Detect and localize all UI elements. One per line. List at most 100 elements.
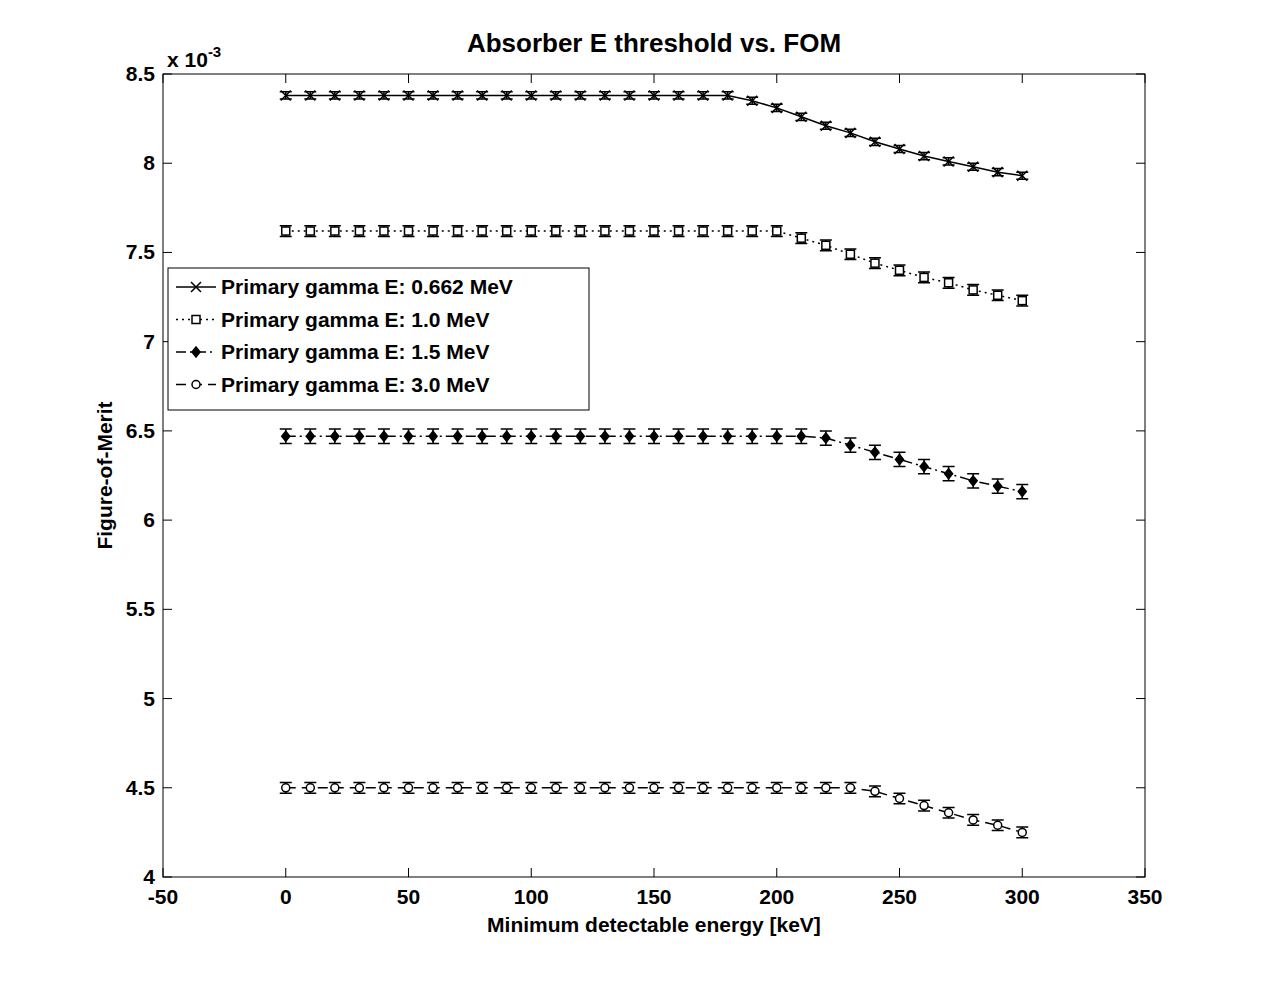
error-bar <box>943 277 955 288</box>
background <box>0 0 1265 987</box>
data-point <box>895 144 905 154</box>
data-point <box>724 227 732 235</box>
data-point <box>354 90 364 100</box>
data-point <box>650 784 658 792</box>
x-tick <box>531 868 532 877</box>
legend: Primary gamma E: 0.662 MeV Primary gamma … <box>168 268 589 410</box>
data-point <box>698 90 708 100</box>
error-bar <box>1016 295 1028 306</box>
data-point <box>650 227 658 235</box>
error-bar <box>795 782 807 793</box>
data-point <box>797 784 805 792</box>
data-point <box>846 784 854 792</box>
error-bar <box>427 429 439 443</box>
data-point <box>282 227 290 235</box>
data-point <box>699 784 707 792</box>
error-bar <box>795 233 807 244</box>
y-tick <box>163 252 172 253</box>
error-bar <box>844 782 856 793</box>
data-point <box>355 784 363 792</box>
legend-label: Primary gamma E: 0.662 MeV <box>221 275 513 298</box>
x-tick <box>654 74 655 83</box>
data-point <box>429 784 437 792</box>
x-tick <box>163 74 164 83</box>
error-bar <box>894 452 906 466</box>
error-bar <box>574 782 586 793</box>
error-bar <box>574 226 586 237</box>
data-point <box>871 787 879 795</box>
data-point <box>748 784 756 792</box>
y-tick <box>163 520 172 521</box>
y-tick <box>1136 787 1145 788</box>
error-bar <box>353 429 365 443</box>
error-bar <box>967 815 979 826</box>
data-point <box>822 784 830 792</box>
data-point <box>896 794 904 802</box>
error-bar <box>304 782 316 793</box>
error-bar <box>403 429 415 443</box>
data-point <box>919 151 929 161</box>
error-bar <box>452 226 464 237</box>
y-tick <box>1136 698 1145 699</box>
data-point <box>282 784 290 792</box>
error-bar <box>943 467 955 481</box>
x-tick <box>285 868 286 877</box>
data-point <box>723 90 733 100</box>
data-point <box>870 137 880 147</box>
error-bar <box>403 782 415 793</box>
error-bar <box>550 429 562 443</box>
legend-marker <box>191 282 201 292</box>
x-tick <box>776 74 777 83</box>
error-bar <box>525 226 537 237</box>
data-point <box>526 90 536 100</box>
data-point <box>896 454 904 464</box>
x-tick-label: 50 <box>397 885 420 908</box>
x-axis-label: Minimum detectable energy [keV] <box>487 913 821 936</box>
data-point <box>379 90 389 100</box>
chart: -5005010015020025030035044.555.566.577.5… <box>0 0 1265 987</box>
x-tick <box>1145 868 1146 877</box>
data-point <box>576 784 584 792</box>
error-bar <box>329 429 341 443</box>
error-bar <box>623 782 635 793</box>
x-tick-label: -50 <box>148 885 178 908</box>
x-tick <box>408 74 409 83</box>
error-bar <box>869 258 881 269</box>
error-bar <box>697 782 709 793</box>
data-point <box>920 273 928 281</box>
data-point <box>527 431 535 441</box>
error-bar <box>673 429 685 443</box>
error-bar <box>820 782 832 793</box>
data-point <box>821 121 831 131</box>
legend-label: Primary gamma E: 3.0 MeV <box>221 373 489 396</box>
data-point <box>305 90 315 100</box>
x-tick <box>163 868 164 877</box>
error-bar <box>746 782 758 793</box>
error-bar <box>673 782 685 793</box>
legend-label: Primary gamma E: 1.5 MeV <box>221 340 489 363</box>
y-tick <box>163 163 172 164</box>
data-point <box>502 90 512 100</box>
error-bar <box>1016 827 1028 838</box>
data-point <box>282 431 290 441</box>
data-point <box>527 784 535 792</box>
data-point <box>429 227 437 235</box>
data-point <box>600 90 610 100</box>
data-point <box>699 227 707 235</box>
data-point <box>601 431 609 441</box>
data-point <box>454 784 462 792</box>
x-tick-label: 350 <box>1127 885 1162 908</box>
data-point <box>994 291 1002 299</box>
data-point <box>994 821 1002 829</box>
x-tick-label: 200 <box>759 885 794 908</box>
error-bar <box>378 429 390 443</box>
error-bar <box>697 226 709 237</box>
error-bar <box>378 782 390 793</box>
data-point <box>796 112 806 122</box>
y-tick <box>163 74 172 75</box>
series-line <box>286 95 1023 175</box>
data-point <box>920 802 928 810</box>
data-point <box>429 431 437 441</box>
error-bar <box>501 782 513 793</box>
y-tick <box>163 787 172 788</box>
